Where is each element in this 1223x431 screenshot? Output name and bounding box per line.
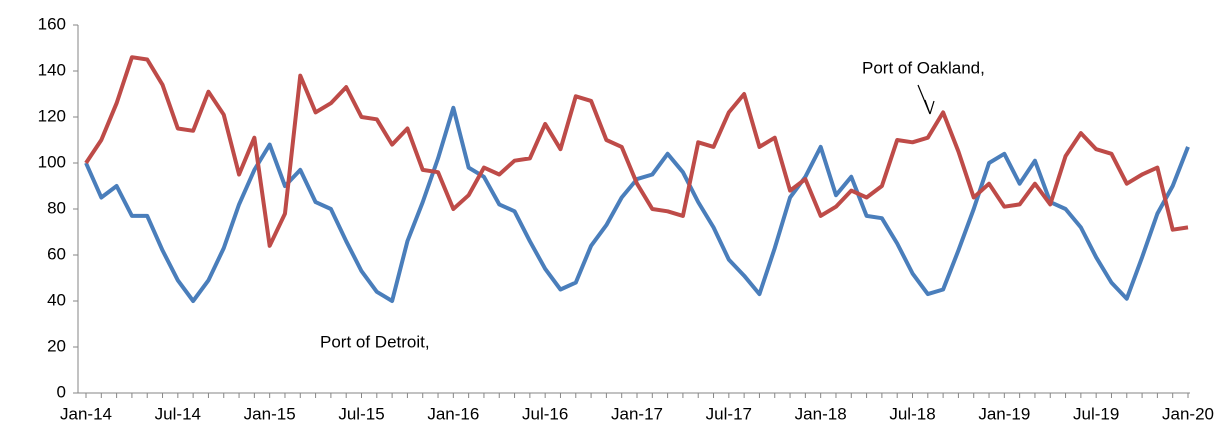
x-tick-label: Jul-19 [1073,404,1119,423]
x-tick-label: Jul-14 [155,404,201,423]
y-tick-label: 160 [38,14,66,33]
y-tick-label: 0 [57,382,66,401]
x-tick-label: Jan-16 [427,404,479,423]
y-tick-label: 60 [47,244,66,263]
y-tick-label: 80 [47,198,66,217]
x-tick-label: Jul-16 [522,404,568,423]
y-tick-label: 20 [47,336,66,355]
y-tick-label: 140 [38,60,66,79]
x-tick-label: Jul-15 [338,404,384,423]
y-tick-label: 100 [38,152,66,171]
y-tick-label: 40 [47,290,66,309]
x-tick-label: Jul-18 [889,404,935,423]
y-tick-label: 120 [38,106,66,125]
annotation: Port of Oakland, [862,58,985,77]
x-tick-label: Jan-19 [978,404,1030,423]
annotation-arrow [917,84,935,115]
x-tick-label: Jan-18 [795,404,847,423]
x-tick-label: Jan-20 [1162,404,1214,423]
x-tick-label: Jan-14 [60,404,112,423]
series-line [84,55,1189,248]
x-tick-label: Jan-17 [611,404,663,423]
series-line [84,105,1190,303]
annotation: Port of Detroit, [320,332,430,351]
x-tick-label: Jul-17 [706,404,752,423]
x-tick-label: Jan-15 [244,404,296,423]
